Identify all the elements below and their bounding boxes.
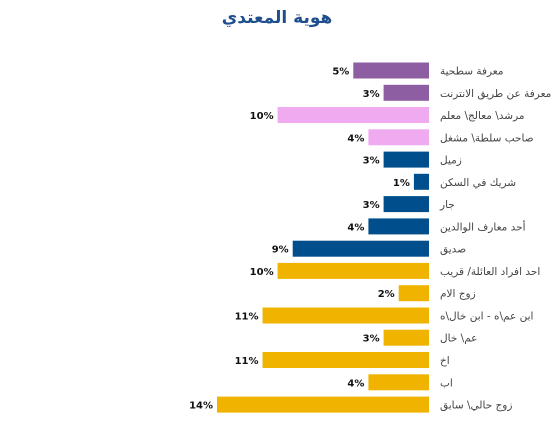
category-label: احد افراد العائلة/ قريب [440, 266, 540, 278]
bar [383, 84, 429, 101]
bar [398, 285, 429, 302]
category-label: ابن عم\ه - ابن خال\ه [440, 311, 533, 323]
data-label: 4% [347, 222, 364, 233]
bar [368, 374, 429, 391]
category-label: زوج حالي\ سابق [440, 400, 512, 412]
data-label: 3% [363, 200, 380, 211]
category-label: عم\ خال [440, 333, 477, 345]
data-label: 2% [378, 289, 395, 300]
category-label: صاحب سلطة\ مشغل [440, 132, 534, 144]
category-label: جار [439, 199, 455, 211]
category-label: شريك في السكن [440, 177, 516, 189]
category-label: أحد معارف الوالدين [440, 219, 526, 233]
bar [292, 240, 429, 257]
data-label: 3% [363, 156, 380, 167]
bar [368, 218, 429, 235]
data-label: 4% [347, 133, 364, 144]
bar [277, 107, 429, 123]
data-label: 1% [393, 178, 410, 189]
bar [368, 129, 429, 146]
data-label: 3% [363, 334, 380, 345]
bar [277, 262, 429, 279]
bar [383, 196, 429, 213]
bar [383, 329, 429, 346]
category-label: معرفة سطحية [440, 66, 503, 78]
bar [383, 151, 429, 168]
chart-title: هوية المعتدي [221, 8, 333, 28]
category-label: اخ [440, 355, 450, 367]
category-label: صديق [440, 244, 466, 256]
bar [413, 173, 429, 190]
data-label: 10% [250, 111, 274, 122]
data-label: 11% [235, 312, 259, 323]
category-label: اب [440, 377, 453, 389]
data-label: 5% [332, 67, 349, 78]
bar [262, 352, 429, 368]
data-label: 14% [189, 401, 213, 412]
bar [217, 396, 429, 413]
category-label: مرشد\ معالج\ معلم [440, 110, 525, 122]
data-label: 10% [250, 267, 274, 278]
data-label: 4% [347, 378, 364, 389]
category-label: زميل [440, 155, 462, 167]
bar [353, 62, 429, 79]
bar [262, 307, 429, 324]
category-label: معرفة عن طريق الانترنت [440, 88, 551, 100]
data-label: 9% [272, 245, 289, 256]
category-label: زوج الام [440, 288, 476, 300]
data-label: 3% [363, 89, 380, 100]
data-label: 11% [235, 356, 259, 367]
